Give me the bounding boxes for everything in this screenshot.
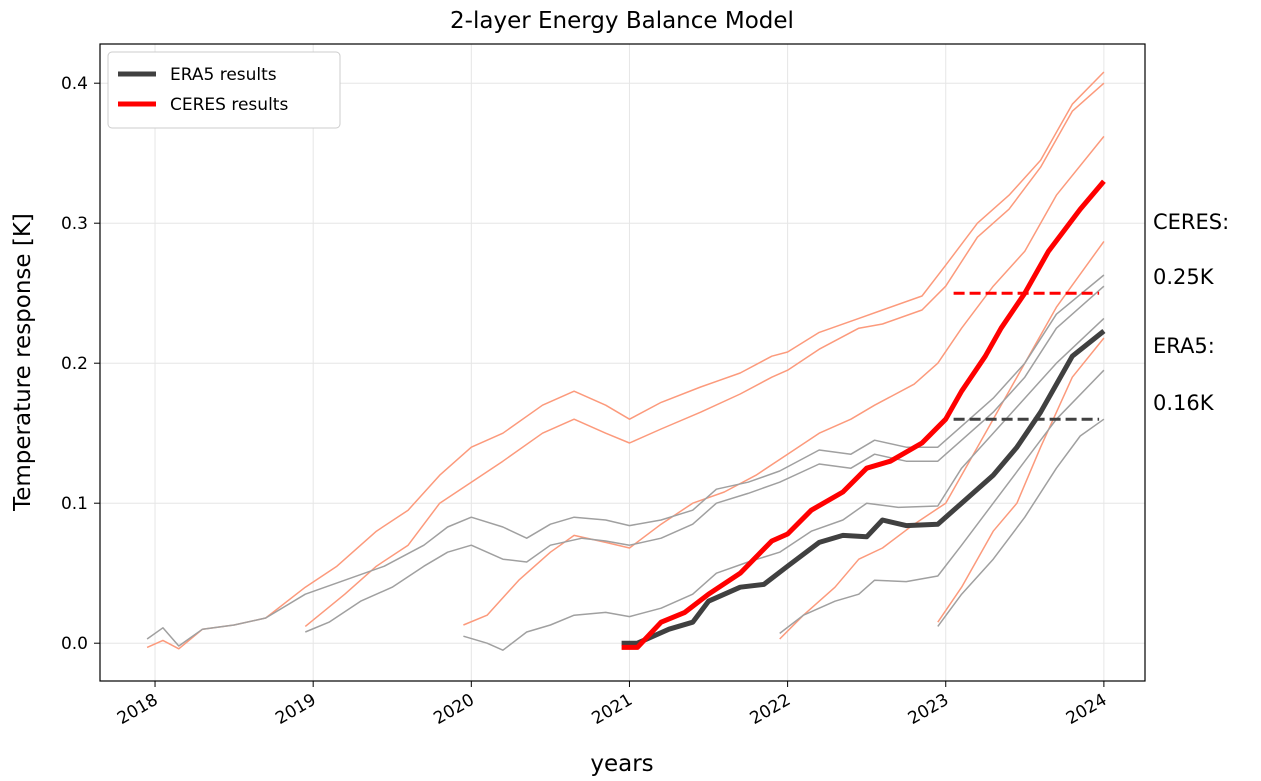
y-tick-label: 0.2 (61, 354, 88, 374)
series-line (146, 274, 1105, 647)
series-line (463, 135, 1105, 626)
x-tick-label: 2021 (588, 690, 635, 729)
series-line (305, 285, 1105, 633)
series-line (937, 418, 1105, 627)
x-tick-label: 2019 (272, 690, 319, 729)
x-tick-label: 2024 (1063, 690, 1110, 729)
annotation: CERES: (1153, 210, 1229, 234)
x-tick-label: 2022 (747, 690, 794, 729)
series-line (621, 179, 1106, 650)
legend-box (107, 51, 341, 129)
plot-frame (99, 43, 1146, 682)
series-line (779, 240, 1105, 640)
y-tick-label: 0.0 (61, 634, 88, 654)
chart-title: 2-layer Energy Balance Model (450, 8, 794, 34)
legend-label: ERA5 results (170, 65, 277, 85)
series-line (146, 71, 1105, 650)
x-tick-label: 2020 (430, 690, 477, 729)
x-tick-label: 2018 (114, 690, 161, 729)
legend-label: CERES results (170, 95, 288, 115)
series-line (621, 329, 1106, 646)
series-line (937, 337, 1105, 623)
y-tick-label: 0.1 (61, 494, 88, 514)
series-line (304, 82, 1105, 627)
x-axis-label: years (590, 751, 653, 777)
x-tick-label: 2023 (905, 690, 952, 729)
y-axis-label: Temperature response [K] (10, 213, 36, 512)
series-line (779, 369, 1105, 634)
y-tick-label: 0.4 (61, 74, 88, 94)
annotation: ERA5: (1153, 334, 1215, 358)
annotation: 0.16K (1153, 391, 1215, 415)
y-tick-label: 0.3 (61, 214, 88, 234)
annotation: 0.25K (1153, 265, 1215, 289)
